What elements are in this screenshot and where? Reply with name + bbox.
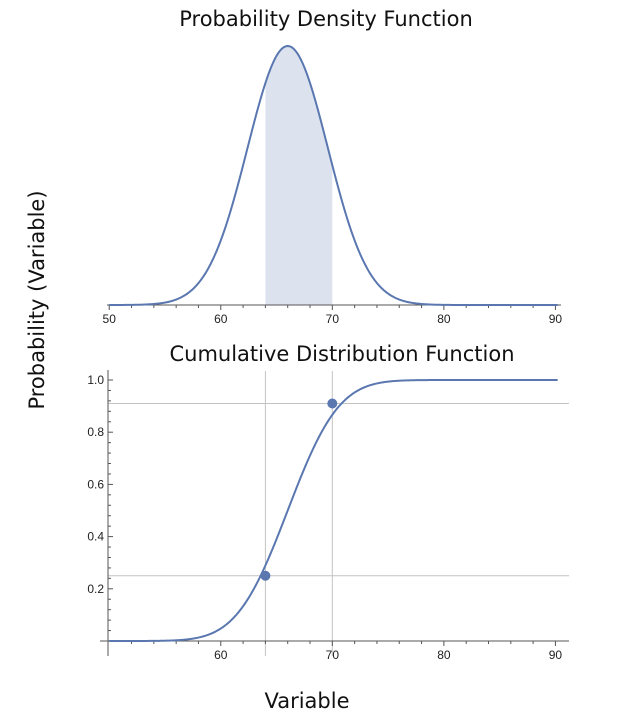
cdf-x-tick-label: 80 [437, 648, 451, 662]
y-axis-title: Probability (Variable) [25, 190, 49, 409]
pdf-x-tick-label: 50 [103, 312, 117, 326]
cdf-curve [109, 379, 558, 642]
pdf-shaded-interval [265, 46, 333, 305]
cdf-y-tick-label: 0.2 [87, 582, 104, 596]
cdf-x-tick-label: 60 [214, 648, 228, 662]
cdf-plot: 0.2 0.4 0.6 0.8 1.0 60 70 80 90 [87, 370, 569, 662]
cdf-y-tick-label: 0.8 [87, 425, 104, 439]
pdf-curve [109, 44, 558, 306]
cdf-y-tick-label: 0.4 [87, 530, 104, 544]
pdf-x-tick-label: 90 [549, 312, 563, 326]
cdf-chart-title: Cumulative Distribution Function [169, 342, 514, 366]
pdf-x-tick-label: 70 [326, 312, 340, 326]
cdf-y-tick-label: 1.0 [87, 373, 104, 387]
cdf-x-tick-label: 70 [326, 648, 340, 662]
pdf-plot: 50 60 70 80 90 [103, 44, 563, 326]
cdf-x-tick-label: 90 [549, 648, 563, 662]
pdf-x-tick-label: 60 [214, 312, 228, 326]
cdf-y-tick-label: 0.6 [87, 477, 104, 491]
cdf-marked-point [260, 570, 271, 581]
cdf-marked-point [327, 398, 338, 409]
x-axis-title: Variable [264, 689, 349, 713]
pdf-chart-title: Probability Density Function [179, 7, 473, 31]
pdf-x-tick-label: 80 [437, 312, 451, 326]
